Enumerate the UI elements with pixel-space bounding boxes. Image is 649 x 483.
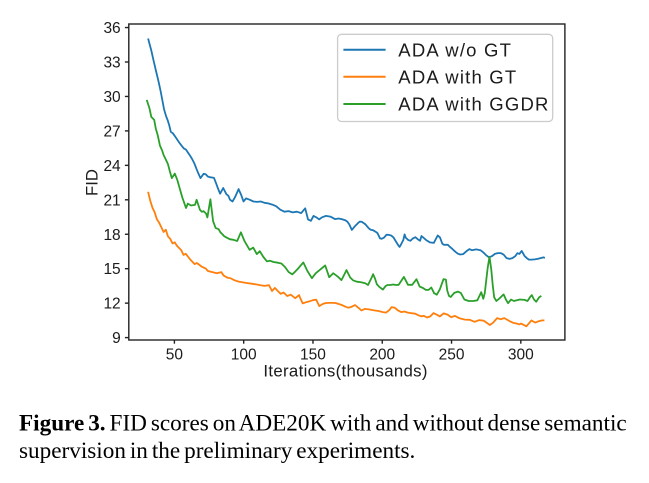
svg-text:12: 12 bbox=[103, 296, 120, 313]
svg-text:ADA with GGDR: ADA with GGDR bbox=[398, 94, 549, 115]
svg-text:ADA w/o GT: ADA w/o GT bbox=[398, 40, 512, 61]
svg-text:300: 300 bbox=[508, 347, 534, 364]
svg-text:Figure 3. FID scores on ADE20K: Figure 3. FID scores on ADE20K with and … bbox=[19, 410, 627, 436]
svg-text:Iterations(thousands): Iterations(thousands) bbox=[263, 362, 427, 381]
svg-text:supervision in the preliminary: supervision in the preliminary experimen… bbox=[19, 438, 415, 464]
svg-text:FID: FID bbox=[83, 169, 102, 196]
svg-text:250: 250 bbox=[439, 347, 465, 364]
svg-text:100: 100 bbox=[231, 347, 257, 364]
svg-text:21: 21 bbox=[103, 192, 120, 209]
svg-text:36: 36 bbox=[103, 20, 120, 37]
svg-text:15: 15 bbox=[103, 261, 120, 278]
svg-text:30: 30 bbox=[103, 89, 121, 106]
svg-text:9: 9 bbox=[112, 330, 121, 347]
svg-text:200: 200 bbox=[369, 347, 395, 364]
svg-text:ADA with GT: ADA with GT bbox=[398, 67, 517, 88]
svg-text:24: 24 bbox=[103, 158, 121, 175]
svg-text:150: 150 bbox=[300, 347, 326, 364]
svg-text:27: 27 bbox=[103, 123, 120, 140]
svg-text:50: 50 bbox=[166, 347, 184, 364]
svg-text:18: 18 bbox=[103, 227, 120, 244]
svg-text:33: 33 bbox=[103, 55, 120, 72]
